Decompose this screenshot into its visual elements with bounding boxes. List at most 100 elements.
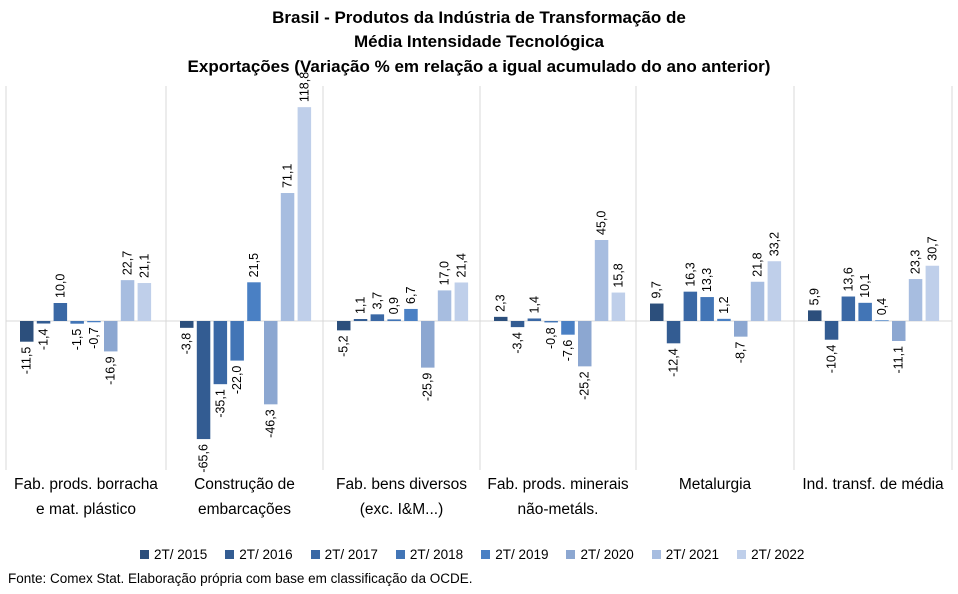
bar-3-2 [527,318,542,321]
data-label-0-0: -11,5 [20,347,34,375]
legend-swatch-3 [395,549,405,559]
bar-0-0 [20,321,34,342]
legend-swatch-4 [481,549,491,559]
data-label-4-2: 16,3 [683,262,697,286]
data-label-4-0: 9,7 [650,281,664,298]
data-label-0-4: -0,7 [87,327,101,349]
data-label-3-2: 1,4 [527,296,541,313]
legend-item-4: 2T/ 2019 [481,547,548,562]
data-label-1-3: -22,0 [230,366,244,395]
bar-0-2 [53,303,68,321]
bar-1-0 [180,321,194,328]
source-note: Fonte: Comex Stat. Elaboração própria co… [8,571,473,586]
data-label-5-7: 30,7 [925,236,939,260]
data-label-2-4: 6,7 [404,287,418,304]
data-label-4-7: 33,2 [767,232,781,256]
legend-label-6: 2T/ 2021 [665,546,720,562]
category-label-4-0: Metalurgia [679,476,752,493]
bar-3-0 [494,316,508,321]
data-label-3-5: -25,2 [578,371,592,400]
bar-0-6 [120,280,135,321]
bar-5-1 [824,321,839,340]
legend-swatch-0 [140,549,149,559]
data-label-3-7: 15,8 [611,263,625,287]
data-label-5-0: 5,9 [808,288,822,305]
bar-1-2 [213,321,228,385]
legend-label-7: 2T/ 2022 [751,546,805,562]
data-label-5-3: 10,1 [858,273,872,297]
bar-2-0 [337,321,351,331]
bar-4-0 [650,303,664,321]
bar-2-7 [454,282,469,321]
data-label-5-4: 0,4 [875,298,889,315]
category-label-3-0: Fab. prods. minerais [487,476,629,493]
data-label-4-6: 21,8 [751,252,765,276]
data-label-1-7: 118,8 [297,72,311,102]
data-label-4-3: 13,3 [700,268,714,292]
data-label-1-0: -3,8 [180,333,194,355]
title-line-2: Média Intensidade Tecnológica [353,32,604,51]
bar-0-1 [36,321,51,324]
legend-label-2: 2T/ 2017 [324,546,378,562]
category-label-5-0: Ind. transf. de média [802,476,944,493]
data-label-0-7: 21,1 [137,254,151,278]
data-label-0-1: -1,4 [37,328,51,350]
data-label-5-2: 13,6 [841,267,855,291]
bar-1-1 [196,321,211,440]
data-label-2-2: 3,7 [370,292,384,309]
legend-label-0: 2T/ 2015 [154,546,208,562]
data-label-1-1: -65,6 [197,444,211,473]
data-label-3-4: -7,6 [561,340,575,362]
data-label-0-6: 22,7 [121,251,135,275]
category-label-0-1: e mat. plástico [36,501,136,518]
data-label-5-1: -10,4 [825,345,839,374]
data-label-4-5: -8,7 [734,342,748,364]
bar-2-3 [387,319,401,321]
bar-4-6 [750,281,765,321]
legend-item-0: 2T/ 2015 [140,547,207,562]
legend-swatch-6 [651,549,661,559]
category-label-0-0: Fab. prods. borracha [14,476,158,493]
legend-swatch-5 [566,549,576,559]
bar-3-5 [578,321,592,367]
bar-4-7 [767,261,782,321]
data-label-3-0: 2,3 [494,294,508,311]
data-label-0-2: 10,0 [53,274,67,298]
legend-item-7: 2T/ 2022 [737,547,804,562]
bar-1-4 [247,282,261,321]
bar-5-7 [925,265,940,321]
bar-chart: -11,5-1,4 10,0 -1,5 -0,7-16,9 22,7 21,1 Fab. p… [5,72,953,518]
bar-2-4 [404,308,418,321]
data-label-2-3: 0,9 [387,297,401,314]
category-label-1-0: Construção de [194,476,295,493]
data-label-0-5: -16,9 [104,356,118,385]
bar-4-2 [683,291,698,321]
legend-swatch-1 [225,549,235,559]
data-label-2-6: 17,0 [438,261,452,285]
data-label-2-7: 21,4 [454,253,468,277]
bar-3-4 [561,321,575,335]
bar-2-6 [437,290,452,321]
bar-5-6 [908,279,923,321]
bar-2-5 [421,321,435,368]
bar-3-6 [594,240,609,321]
bar-5-4 [875,320,889,322]
data-label-5-5: -11,1 [892,346,906,374]
bar-5-3 [858,302,872,321]
bar-5-2 [841,296,856,321]
legend-label-4: 2T/ 2019 [495,546,549,562]
legend-item-5: 2T/ 2020 [566,547,634,562]
chart-legend: 2T/ 2015 2T/ 2016 2T/ 2017 2T/ 2018 2T/ 2019… [140,544,804,564]
data-label-2-0: -5,2 [337,335,351,357]
bar-2-1 [353,319,368,321]
bar-0-7 [137,283,152,321]
legend-item-1: 2T/ 2016 [225,547,293,562]
category-label-2-1: (exc. I&M...) [360,501,444,518]
legend-item-2: 2T/ 2017 [310,546,378,562]
title-line-1: Brasil - Produtos da Indústria de Transf… [272,8,686,27]
bar-3-1 [510,321,525,328]
bar-1-5 [264,321,278,405]
bar-0-4 [87,321,101,323]
bar-5-0 [808,310,822,321]
bar-1-6 [280,193,295,321]
